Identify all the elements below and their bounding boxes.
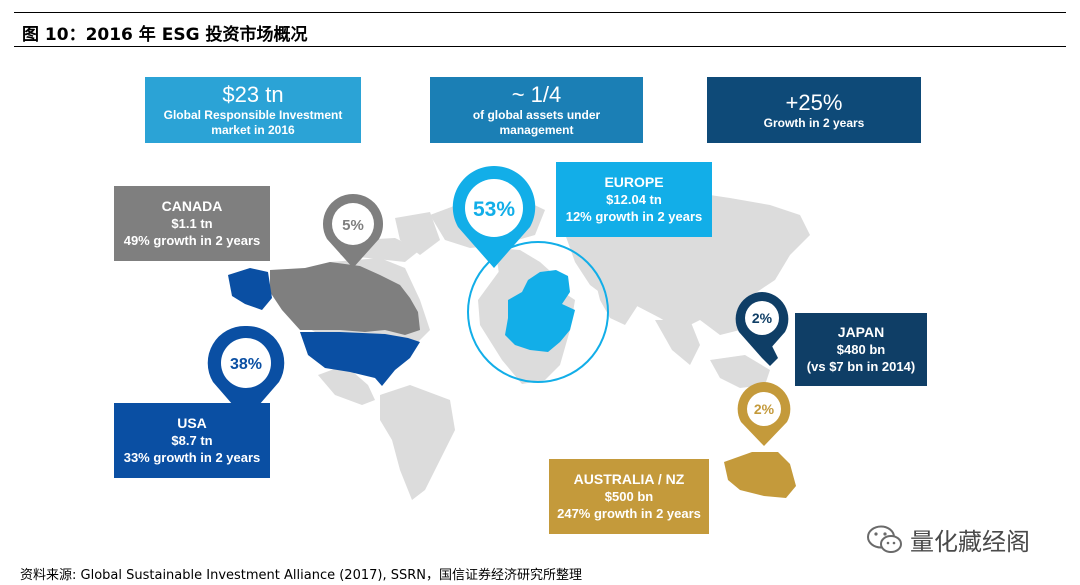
australia-amount: $500 bn [604, 489, 654, 504]
title-rule [14, 46, 1066, 47]
stat-growth: +25% Growth in 2 years [707, 77, 921, 143]
canada-name: CANADA [161, 198, 223, 214]
pin-europe-share: 53% [452, 165, 536, 268]
japan-amount: $480 bn [836, 342, 886, 357]
stat-growth-value: +25% [785, 90, 843, 115]
canada-amount: $1.1 tn [171, 216, 213, 231]
pin-australia-label: 2% [754, 401, 775, 417]
watermark-text: 量化藏经阁 [910, 528, 1030, 556]
map-europe [505, 270, 575, 352]
canada-growth: 49% growth in 2 years [123, 233, 261, 248]
stat-growth-caption: Growth in 2 years [763, 116, 865, 130]
pin-europe-label: 53% [473, 198, 515, 221]
stat-asset-share-caption: of global assets under management [472, 108, 601, 137]
map-australia [724, 452, 796, 498]
wechat-icon [867, 525, 902, 553]
usa-name: USA [177, 415, 207, 431]
stat-market-size: $23 tn Global Responsible Investment mar… [145, 77, 361, 143]
top-rule [14, 12, 1066, 13]
japan-growth: (vs $7 bn in 2014) [806, 359, 916, 374]
source-note: 资料来源: Global Sustainable Investment Alli… [20, 568, 582, 583]
stat-asset-share-value: ~ 1/4 [511, 82, 562, 107]
pin-usa-label: 38% [230, 356, 262, 373]
australia-name: AUSTRALIA / NZ [573, 471, 685, 487]
pin-usa-share: 38% [207, 325, 285, 420]
usa-amount: $8.7 tn [171, 433, 213, 448]
map-canada [270, 262, 420, 335]
europe-amount: $12.04 tn [606, 192, 662, 207]
pin-japan-share: 2% [735, 292, 789, 358]
watermark: 量化藏经阁 [866, 522, 1030, 557]
region-box-australia: AUSTRALIA / NZ $500 bn 247% growth in 2 … [549, 459, 709, 534]
pin-canada-share: 5% [322, 193, 384, 268]
figure-title: 图 10：2016 年 ESG 投资市场概况 [22, 25, 308, 45]
region-box-canada: CANADA $1.1 tn 49% growth in 2 years [114, 186, 270, 261]
usa-growth: 33% growth in 2 years [123, 450, 261, 465]
map-alaska [228, 268, 272, 310]
europe-highlight-ring [467, 241, 609, 383]
region-box-usa: USA $8.7 tn 33% growth in 2 years [114, 403, 270, 478]
europe-growth: 12% growth in 2 years [565, 209, 703, 224]
stat-market-size-value: $23 tn [222, 82, 284, 107]
japan-name: JAPAN [837, 324, 885, 340]
map-usa [300, 332, 420, 386]
europe-name: EUROPE [604, 174, 664, 190]
stat-market-size-caption: Global Responsible Investment market in … [163, 108, 343, 137]
region-box-japan: JAPAN $480 bn (vs $7 bn in 2014) [795, 313, 927, 386]
pin-canada-label: 5% [342, 217, 364, 234]
pin-australia-share: 2% [737, 382, 791, 446]
pin-japan-label: 2% [752, 310, 773, 326]
region-box-europe: EUROPE $12.04 tn 12% growth in 2 years [556, 162, 712, 237]
australia-growth: 247% growth in 2 years [557, 506, 701, 521]
stat-asset-share: ~ 1/4 of global assets under management [430, 77, 643, 143]
